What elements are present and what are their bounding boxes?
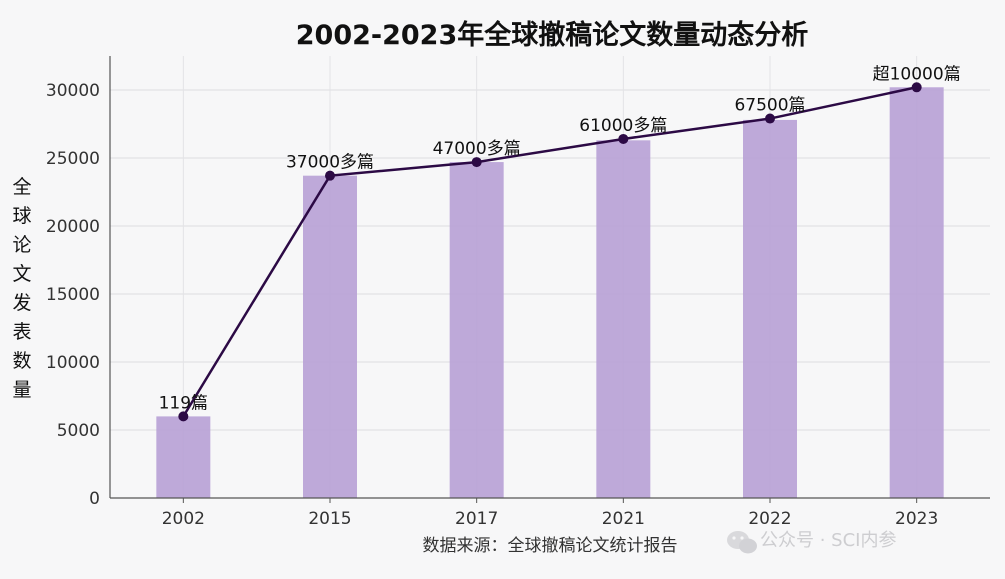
x-tick-label: 2023	[895, 509, 938, 529]
trend-point-2002	[178, 411, 189, 422]
y-axis-label-char: 全	[12, 176, 31, 198]
data-labels: 119篇 37000多篇 47000多篇 61000多篇 67500篇 超10000篇	[159, 64, 961, 413]
chart-title: 2002-2023年全球撤稿论文数量动态分析	[296, 19, 809, 51]
y-tick-label: 20000	[46, 217, 100, 237]
trend-point-2017	[471, 157, 482, 168]
bar-2023	[889, 87, 944, 498]
trend-point-2015	[325, 170, 335, 181]
data-label-2017: 47000多篇	[433, 139, 521, 159]
data-label-2015: 37000多篇	[286, 153, 374, 173]
source-note: 数据来源：全球撤稿论文统计报告	[423, 536, 678, 556]
x-tick-label: 2002	[162, 509, 205, 529]
trend-line-layer	[178, 82, 922, 422]
trend-line	[182, 86, 917, 418]
grid	[110, 56, 990, 499]
x-tick-label: 2022	[748, 509, 791, 529]
data-label-2021: 61000多篇	[579, 116, 667, 136]
x-tick-label: 2021	[602, 509, 645, 529]
data-label-2022: 67500篇	[734, 96, 805, 116]
bar-2017	[449, 162, 504, 498]
trend-point-2022	[765, 113, 775, 124]
bars	[156, 87, 944, 499]
trend-point-2021	[618, 133, 629, 144]
y-tick-label: 0	[89, 489, 100, 509]
bar-2021	[596, 140, 651, 498]
x-tick-label: 2015	[308, 509, 351, 529]
wechat-icon	[727, 531, 757, 554]
y-axis-label-char: 表	[12, 321, 31, 343]
data-label-2002: 119篇	[159, 393, 208, 413]
bar-2015	[303, 175, 357, 498]
y-axis-label-char: 球	[12, 205, 31, 227]
y-tick-label: 5000	[57, 421, 100, 441]
bar-2022	[743, 119, 797, 499]
x-tick-label: 2017	[455, 509, 498, 529]
trend-point-2023	[911, 82, 922, 93]
y-tick-label: 25000	[46, 149, 100, 169]
bar-2002	[156, 416, 211, 498]
y-axis-label-char: 数	[12, 350, 31, 372]
watermark-text: 公众号 · SCI内参	[760, 530, 896, 551]
watermark: 公众号 · SCI内参	[727, 530, 896, 554]
y-tick-label: 10000	[46, 353, 100, 373]
data-label-2023: 超10000篇	[873, 64, 961, 84]
axes: 0 5000 10000 15000 20000 25000 30000 2002 2015 20…	[46, 56, 990, 529]
y-axis-label-char: 论	[12, 234, 31, 256]
y-axis-label-char: 发	[12, 292, 31, 314]
y-axis-label-char: 文	[12, 263, 31, 285]
y-tick-label: 15000	[46, 285, 100, 305]
y-axis-label-char: 量	[12, 379, 31, 401]
y-tick-label: 30000	[46, 81, 100, 101]
